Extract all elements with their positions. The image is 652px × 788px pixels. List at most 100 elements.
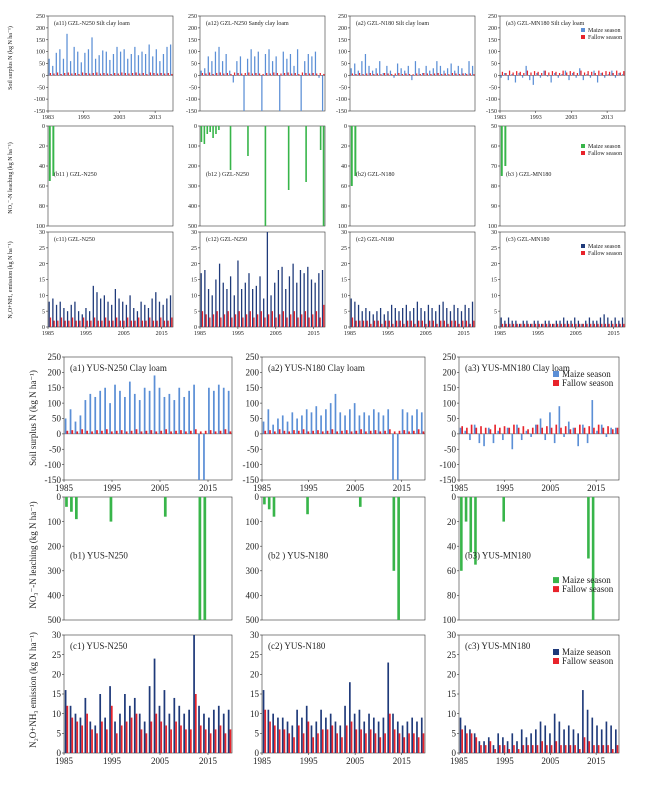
plot-frame bbox=[261, 496, 426, 621]
bar bbox=[607, 317, 609, 327]
bar bbox=[175, 721, 177, 753]
bar bbox=[84, 697, 87, 753]
bar bbox=[475, 737, 478, 753]
bar bbox=[293, 430, 295, 434]
bar bbox=[166, 298, 168, 327]
bar bbox=[170, 729, 172, 753]
chart-panel-a2: -150 -100 -50 0 50 100 150 200 250 (a2) GZL-N180 … bbox=[336, 14, 476, 115]
bar bbox=[405, 304, 407, 327]
bar bbox=[151, 298, 153, 327]
bar bbox=[423, 73, 425, 76]
bar bbox=[531, 427, 534, 434]
y-tick-label: 100 bbox=[48, 517, 62, 527]
y-tick-label: 200 bbox=[488, 26, 497, 32]
legend-label-fallow: Fallow season bbox=[562, 378, 614, 388]
bar bbox=[433, 73, 436, 76]
bar bbox=[199, 725, 202, 753]
bar bbox=[588, 426, 591, 434]
bar bbox=[569, 71, 571, 76]
y-tick-label: -150 bbox=[243, 475, 260, 485]
bar bbox=[222, 387, 225, 434]
bar bbox=[205, 314, 207, 327]
bar bbox=[221, 61, 224, 76]
bar bbox=[224, 733, 227, 753]
bar bbox=[550, 427, 553, 434]
y-tick-label: 30 bbox=[341, 230, 347, 236]
bar bbox=[611, 70, 613, 76]
bar bbox=[461, 729, 463, 753]
bar bbox=[96, 292, 98, 327]
y-tick-label: -150 bbox=[440, 475, 457, 485]
bar bbox=[623, 323, 625, 327]
bar bbox=[362, 74, 364, 76]
x-tick-label: 1985 bbox=[55, 756, 74, 766]
y-tick-label: 40 bbox=[447, 541, 457, 551]
bar bbox=[188, 709, 190, 753]
bar bbox=[168, 393, 171, 434]
bar bbox=[466, 73, 468, 76]
bar bbox=[377, 320, 379, 327]
bar bbox=[516, 424, 518, 434]
bar bbox=[109, 497, 113, 522]
bar bbox=[392, 497, 396, 571]
bar bbox=[107, 301, 109, 327]
bar bbox=[549, 412, 551, 434]
bar bbox=[511, 733, 514, 753]
bar bbox=[198, 433, 200, 480]
bar bbox=[383, 314, 385, 327]
bar bbox=[171, 317, 173, 327]
bar bbox=[563, 729, 565, 753]
bar bbox=[180, 430, 182, 434]
bar bbox=[289, 54, 292, 76]
bar bbox=[546, 426, 548, 434]
bar bbox=[413, 308, 415, 327]
bar bbox=[125, 304, 128, 327]
bar bbox=[109, 59, 111, 76]
bar bbox=[520, 323, 522, 327]
bar bbox=[238, 311, 240, 327]
bar bbox=[217, 705, 220, 753]
chart-panel-b3: 50 60 70 80 90 100 (b3 ) GZL-MN180 Maize season… bbox=[488, 124, 626, 230]
bar bbox=[522, 320, 524, 327]
bar bbox=[582, 690, 584, 753]
y-tick-label: 20 bbox=[491, 262, 497, 268]
row-label-bottom-emission: N₂O+NH₃ emission (kg N ha⁻¹) bbox=[28, 632, 38, 748]
bar bbox=[119, 390, 121, 434]
bar bbox=[190, 729, 192, 753]
bar bbox=[209, 317, 211, 327]
bar bbox=[525, 737, 528, 753]
bar bbox=[155, 292, 157, 327]
bar bbox=[574, 317, 576, 327]
bar bbox=[550, 745, 553, 753]
bar bbox=[533, 71, 536, 76]
bar bbox=[544, 320, 546, 327]
bar bbox=[448, 74, 450, 76]
bar bbox=[392, 713, 394, 753]
plot-frame bbox=[458, 496, 620, 621]
y-tick-label: -100 bbox=[45, 460, 62, 470]
y-tick-label: 150 bbox=[338, 38, 347, 44]
y-tick-label: 0 bbox=[452, 429, 457, 439]
bar bbox=[464, 73, 467, 76]
bar bbox=[106, 73, 109, 76]
x-tick-label: 1985 bbox=[194, 331, 206, 337]
bar bbox=[577, 433, 579, 447]
bar bbox=[81, 725, 84, 753]
bar bbox=[316, 73, 318, 76]
bar bbox=[165, 725, 168, 753]
x-tick-label: 2015 bbox=[393, 756, 412, 766]
bar bbox=[91, 729, 93, 753]
bar bbox=[249, 311, 251, 327]
bar bbox=[457, 65, 459, 76]
bar bbox=[382, 73, 384, 76]
bar bbox=[188, 390, 190, 434]
bar bbox=[548, 320, 550, 327]
bar bbox=[102, 50, 104, 76]
bar bbox=[218, 263, 221, 327]
bar bbox=[60, 73, 62, 76]
bar bbox=[399, 320, 401, 327]
bar bbox=[574, 427, 576, 434]
x-tick-label: 2003 bbox=[565, 115, 577, 121]
bar bbox=[429, 70, 431, 76]
bar bbox=[206, 126, 209, 134]
